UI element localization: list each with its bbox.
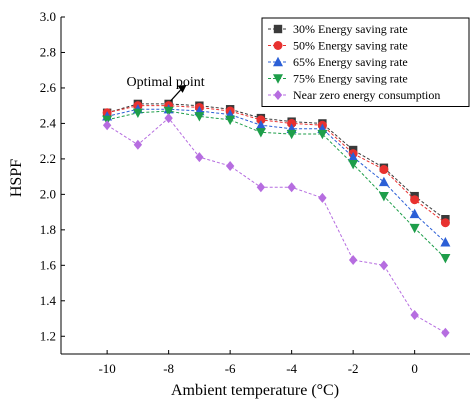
series-3-point-1 (132, 108, 143, 118)
annotation-arrowhead (177, 84, 187, 93)
legend-marker-4 (273, 90, 283, 100)
x-tick-label-5: 0 (411, 361, 418, 376)
series-1 (102, 101, 450, 228)
x-tick-label-0: -10 (98, 361, 115, 376)
legend: 30% Energy saving rate 50% Energy saving … (261, 17, 470, 107)
y-tick-label-2: 1.6 (40, 257, 57, 272)
series-2-point-9 (378, 176, 389, 187)
series-4-point-0 (102, 120, 112, 131)
y-tick-label-9: 3.0 (40, 9, 56, 24)
series-4-point-7 (318, 192, 327, 203)
legend-label-2: 65% Energy saving rate (293, 55, 408, 69)
series-3-point-11 (440, 254, 451, 264)
series-3-point-9 (378, 191, 389, 202)
series-4 (102, 113, 450, 338)
annotation-layer: Optimal point (127, 75, 205, 102)
series-2 (102, 104, 451, 247)
series-0 (102, 99, 450, 224)
legend-item-0: 30% Energy saving rate (268, 22, 408, 36)
series-4-point-8 (348, 254, 358, 265)
series-1-point-6 (287, 118, 297, 128)
series-1-point-10 (410, 195, 420, 205)
series-3-point-3 (194, 112, 205, 122)
y-tick-label-6: 2.4 (40, 115, 57, 130)
legend-marker-1 (273, 41, 283, 50)
axes: 1.2 1.4 1.6 1.8 2.0 2.2 2.4 2.6 2.8 3.0 -10 -8 -6 -4 -… (40, 9, 470, 376)
series-4-point-6 (287, 182, 296, 193)
legend-item-4: Near zero energy consumption (268, 88, 440, 102)
y-tick-label-0: 1.2 (40, 328, 56, 343)
annotation-label: Optimal point (127, 75, 205, 90)
series-1-point-11 (440, 218, 450, 228)
series-3-point-2 (163, 106, 174, 117)
series-3-point-5 (255, 128, 266, 138)
series-2-point-8 (348, 151, 359, 162)
x-axis-title: Ambient temperature (°C) (171, 382, 339, 399)
x-tick-label-1: -8 (163, 361, 174, 376)
legend-label-4: Near zero energy consumption (293, 88, 440, 102)
series-2-line (107, 108, 446, 243)
series-layer (102, 99, 451, 338)
series-3-line (107, 110, 446, 259)
series-4-line (106, 117, 446, 334)
series-3-point-6 (286, 129, 297, 140)
legend-label-1: 50% Energy saving rate (293, 39, 408, 53)
series-2-point-5 (255, 119, 266, 130)
series-2-point-10 (409, 208, 420, 219)
annotation-arrow (170, 89, 182, 102)
y-tick-label-8: 2.8 (40, 44, 56, 59)
series-4-point-11 (441, 327, 450, 338)
series-1-point-5 (256, 115, 266, 125)
legend-marker-3 (273, 74, 283, 84)
series-4-point-9 (379, 260, 389, 271)
legend-item-1: 50% Energy saving rate (268, 39, 408, 53)
series-4-point-1 (133, 139, 143, 150)
y-tick-label-5: 2.2 (40, 151, 56, 166)
x-tick-label-2: -6 (225, 361, 236, 376)
series-4-point-5 (256, 182, 266, 193)
series-3 (102, 106, 451, 264)
series-4-point-4 (225, 160, 235, 171)
legend-label-3: 75% Energy saving rate (293, 72, 408, 86)
y-tick-label-4: 2.0 (40, 186, 56, 201)
legend-item-3: 75% Energy saving rate (268, 72, 408, 86)
y-axis-title: HSPF (8, 159, 25, 197)
series-4-point-10 (410, 309, 419, 320)
series-4-point-2 (164, 113, 173, 124)
series-3-point-10 (409, 223, 420, 234)
series-0-line (106, 103, 446, 220)
y-tick-label-1: 1.4 (40, 293, 57, 308)
series-4-point-3 (195, 152, 204, 163)
y-tick-label-3: 1.8 (40, 222, 56, 237)
legend-box (261, 17, 470, 107)
legend-label-0: 30% Energy saving rate (293, 22, 408, 36)
legend-marker-0 (273, 24, 283, 34)
legend-marker-2 (273, 56, 283, 67)
series-1-line (107, 105, 446, 224)
y-tick-label-7: 2.6 (40, 80, 57, 95)
series-3-point-4 (225, 115, 236, 126)
x-tick-label-3: -4 (286, 361, 297, 376)
legend-item-2: 65% Energy saving rate (268, 55, 408, 69)
series-3-point-7 (317, 129, 328, 140)
series-2-point-11 (440, 237, 451, 247)
series-3-point-8 (348, 160, 359, 170)
series-1-point-9 (379, 165, 389, 175)
x-tick-label-4: -2 (348, 361, 359, 376)
